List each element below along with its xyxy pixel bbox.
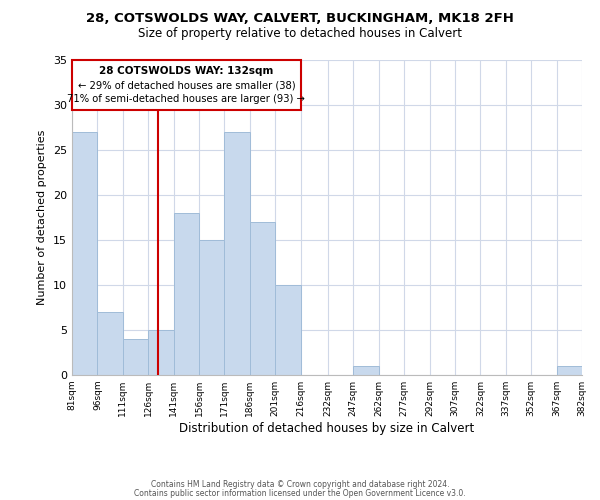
Text: Size of property relative to detached houses in Calvert: Size of property relative to detached ho…	[138, 28, 462, 40]
Text: Contains HM Land Registry data © Crown copyright and database right 2024.: Contains HM Land Registry data © Crown c…	[151, 480, 449, 489]
Bar	[557, 366, 582, 375]
Text: 71% of semi-detached houses are larger (93) →: 71% of semi-detached houses are larger (…	[67, 94, 305, 104]
Bar	[72, 60, 301, 110]
X-axis label: Distribution of detached houses by size in Calvert: Distribution of detached houses by size …	[179, 422, 475, 435]
Bar	[353, 366, 379, 375]
Bar	[173, 213, 199, 375]
Text: 28 COTSWOLDS WAY: 132sqm: 28 COTSWOLDS WAY: 132sqm	[99, 66, 274, 76]
Bar	[224, 132, 250, 375]
Bar	[72, 132, 97, 375]
Text: 28, COTSWOLDS WAY, CALVERT, BUCKINGHAM, MK18 2FH: 28, COTSWOLDS WAY, CALVERT, BUCKINGHAM, …	[86, 12, 514, 26]
Bar	[275, 285, 301, 375]
Bar	[250, 222, 275, 375]
Y-axis label: Number of detached properties: Number of detached properties	[37, 130, 47, 305]
Text: ← 29% of detached houses are smaller (38): ← 29% of detached houses are smaller (38…	[77, 80, 295, 90]
Bar	[199, 240, 224, 375]
Text: Contains public sector information licensed under the Open Government Licence v3: Contains public sector information licen…	[134, 488, 466, 498]
Bar	[148, 330, 173, 375]
Bar	[97, 312, 123, 375]
Bar	[123, 339, 148, 375]
